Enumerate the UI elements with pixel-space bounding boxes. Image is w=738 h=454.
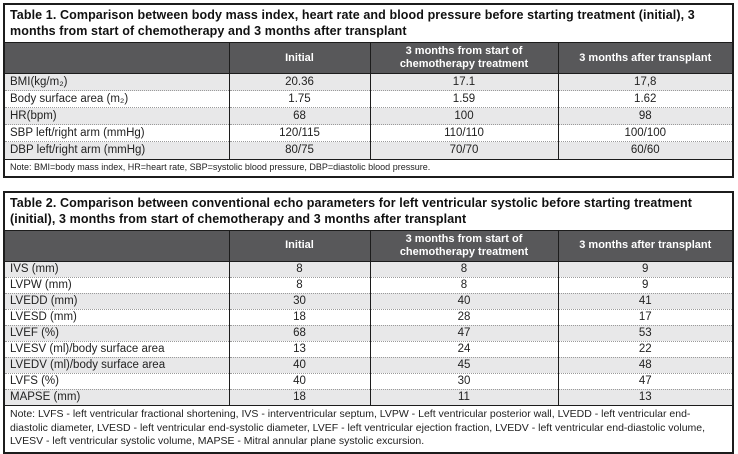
cell-value: 120/115 (228, 124, 370, 142)
table2-column-header-empty (5, 230, 229, 262)
cell-value: 1.75 (228, 90, 370, 108)
table1-column-header-transplant: 3 months after transplant (557, 43, 732, 74)
row-label: LVEF (%) (5, 324, 229, 341)
cell-value: 9 (557, 261, 732, 277)
row-label: LVESV (ml)/body surface area (5, 340, 229, 357)
cell-value: 24 (369, 340, 558, 357)
table-row: IVS (mm) 8 8 9 (5, 261, 732, 277)
row-label: DBP left/right arm (mmHg) (5, 141, 229, 159)
table1-column-header-initial: Initial (228, 43, 370, 74)
cell-value: 40 (228, 372, 370, 389)
table-row: BMI(kg/m₂) 20.36 17.1 17,8 (5, 73, 732, 91)
table1-container: Table 1. Comparison between body mass in… (3, 3, 734, 178)
cell-value: 70/70 (369, 141, 558, 159)
table2-column-header-initial: Initial (228, 230, 370, 262)
table2-column-header-chemo: 3 months from start of chemotherapy trea… (369, 230, 558, 262)
cell-value: 1.62 (557, 90, 732, 108)
table1-title: Table 1. Comparison between body mass in… (5, 5, 732, 43)
cell-value: 13 (557, 388, 732, 405)
cell-value: 9 (557, 276, 732, 293)
cell-value: 45 (369, 356, 558, 373)
table2-header-row: Initial 3 months from start of chemother… (5, 230, 732, 262)
table-row: LVPW (mm) 8 8 9 (5, 276, 732, 293)
row-label: BMI(kg/m₂) (5, 73, 229, 91)
table2-column-header-transplant: 3 months after transplant (557, 230, 732, 262)
cell-value: 30 (228, 292, 370, 309)
cell-value: 41 (557, 292, 732, 309)
cell-value: 28 (369, 308, 558, 325)
table-row: LVFS (%) 40 30 47 (5, 372, 732, 389)
table-row: SBP left/right arm (mmHg) 120/115 110/11… (5, 124, 732, 142)
cell-value: 17.1 (369, 73, 558, 91)
cell-value: 8 (228, 261, 370, 277)
cell-value: 60/60 (557, 141, 732, 159)
table-row: LVEDD (mm) 30 40 41 (5, 292, 732, 309)
cell-value: 30 (369, 372, 558, 389)
row-label: LVEDD (mm) (5, 292, 229, 309)
table2-note: Note: LVFS - left ventricular fractional… (5, 405, 732, 452)
row-label: LVESD (mm) (5, 308, 229, 325)
table2: Initial 3 months from start of chemother… (5, 230, 732, 405)
cell-value: 40 (228, 356, 370, 373)
table1: Initial 3 months from start of chemother… (5, 43, 732, 159)
cell-value: 17 (557, 308, 732, 325)
cell-value: 22 (557, 340, 732, 357)
cell-value: 40 (369, 292, 558, 309)
cell-value: 98 (557, 107, 732, 125)
table-row: LVEDV (ml)/body surface area 40 45 48 (5, 356, 732, 373)
row-label: MAPSE (mm) (5, 388, 229, 405)
cell-value: 1.59 (369, 90, 558, 108)
cell-value: 8 (228, 276, 370, 293)
row-label: HR(bpm) (5, 107, 229, 125)
cell-value: 53 (557, 324, 732, 341)
cell-value: 68 (228, 324, 370, 341)
cell-value: 18 (228, 308, 370, 325)
cell-value: 47 (369, 324, 558, 341)
table1-header-row: Initial 3 months from start of chemother… (5, 43, 732, 74)
cell-value: 13 (228, 340, 370, 357)
row-label: LVFS (%) (5, 372, 229, 389)
table1-column-header-empty (5, 43, 229, 74)
table-row: LVEF (%) 68 47 53 (5, 324, 732, 341)
cell-value: 47 (557, 372, 732, 389)
cell-value: 8 (369, 276, 558, 293)
table2-container: Table 2. Comparison between conventional… (3, 190, 734, 454)
table-row: HR(bpm) 68 100 98 (5, 107, 732, 125)
cell-value: 11 (369, 388, 558, 405)
table-row: DBP left/right arm (mmHg) 80/75 70/70 60… (5, 141, 732, 159)
table1-column-header-chemo: 3 months from start of chemotherapy trea… (369, 43, 558, 74)
row-label: SBP left/right arm (mmHg) (5, 124, 229, 142)
row-label: LVPW (mm) (5, 276, 229, 293)
cell-value: 20.36 (228, 73, 370, 91)
cell-value: 100/100 (557, 124, 732, 142)
table-row: LVESD (mm) 18 28 17 (5, 308, 732, 325)
cell-value: 8 (369, 261, 558, 277)
cell-value: 80/75 (228, 141, 370, 159)
table-row: LVESV (ml)/body surface area 13 24 22 (5, 340, 732, 357)
table-row: MAPSE (mm) 18 11 13 (5, 388, 732, 405)
row-label: IVS (mm) (5, 261, 229, 277)
cell-value: 17,8 (557, 73, 732, 91)
cell-value: 18 (228, 388, 370, 405)
row-label: LVEDV (ml)/body surface area (5, 356, 229, 373)
row-label: Body surface area (m₂) (5, 90, 229, 108)
table1-note: Note: BMI=body mass index, HR=heart rate… (5, 158, 732, 176)
table2-title: Table 2. Comparison between conventional… (5, 193, 732, 231)
cell-value: 100 (369, 107, 558, 125)
table-row: Body surface area (m₂) 1.75 1.59 1.62 (5, 90, 732, 108)
cell-value: 110/110 (369, 124, 558, 142)
cell-value: 68 (228, 107, 370, 125)
cell-value: 48 (557, 356, 732, 373)
